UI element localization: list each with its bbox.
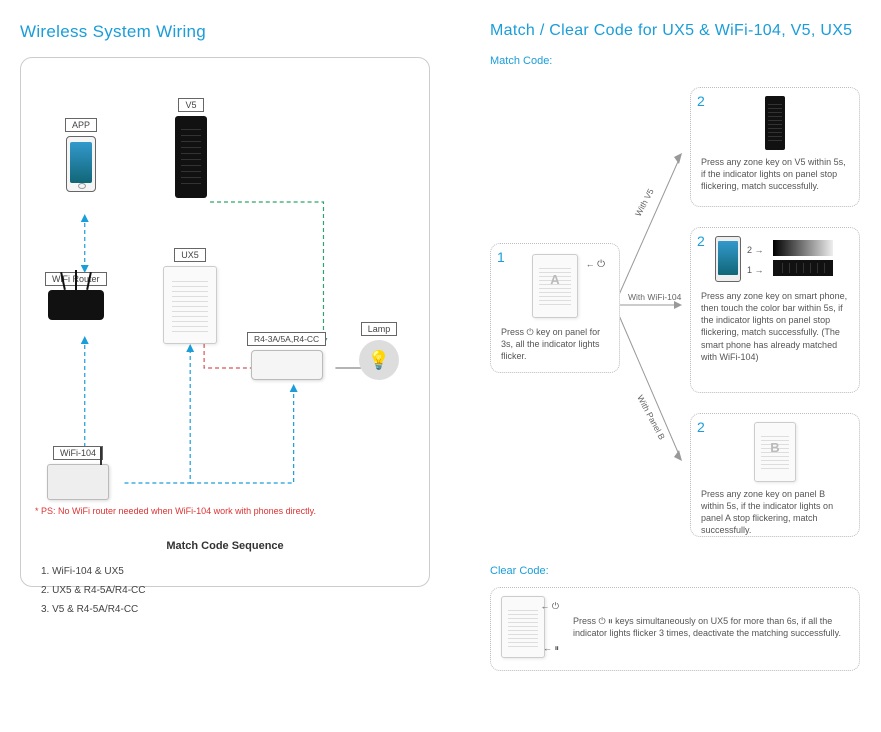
note-text: PS: No WiFi router needed when WiFi-104 …	[41, 506, 316, 516]
match-diagram: With V5 With WiFi-104 With Panel B 1 A ←…	[490, 67, 860, 547]
step1-text: Press ⏻ key on panel for 3s, all the ind…	[501, 326, 609, 362]
clear-box: ← ⏻ ← ⏸ Press ⏻ ⏸ keys simultaneously on…	[490, 587, 860, 671]
device-v5: V5	[175, 98, 207, 198]
left-title: Wireless System Wiring	[20, 22, 430, 42]
step2a-box: 2 Press any zone key on V5 within 5s, if…	[690, 87, 860, 207]
phone-mini-icon	[715, 236, 741, 282]
arrow-n2: 2 →	[747, 244, 764, 256]
seq-item: 2. UX5 & R4-5A/R4-CC	[41, 581, 415, 600]
branch-panelb-label: With Panel B	[635, 393, 667, 441]
label-receiver: R4-3A/5A,R4-CC	[247, 332, 326, 346]
sequence-list: 1. WiFi-104 & UX5 2. UX5 & R4-5A/R4-CC 3…	[35, 562, 415, 619]
step2b-num: 2	[697, 232, 705, 251]
wiring-note: * PS: No WiFi router needed when WiFi-10…	[35, 506, 415, 516]
note-asterisk: *	[35, 506, 39, 516]
match-code-label: Match Code:	[490, 55, 860, 67]
clear-text: Press ⏻ ⏸ keys simultaneously on UX5 for…	[573, 615, 849, 639]
clear-panel-icon	[501, 596, 545, 658]
device-ux5: UX5	[163, 248, 217, 344]
clear-code-section: Clear Code: ← ⏻ ← ⏸ Press ⏻ ⏸ keys simul…	[490, 565, 860, 671]
arrow-n1: 1 →	[747, 264, 764, 276]
zone-strip-icon	[773, 260, 833, 276]
power-indicator: ← ⏻	[586, 258, 605, 272]
panel-b-icon: B	[754, 422, 796, 482]
v5-mini-icon	[765, 96, 785, 150]
step2c-box: 2 B Press any zone key on panel B within…	[690, 413, 860, 537]
receiver-icon	[251, 350, 323, 380]
panel-a-icon: A	[532, 254, 578, 318]
label-wifi104: WiFi-104	[53, 446, 103, 460]
device-router: WiFi Router	[45, 272, 107, 320]
step2a-text: Press any zone key on V5 within 5s, if t…	[701, 156, 849, 192]
right-title: Match / Clear Code for UX5 & WiFi-104, V…	[490, 22, 860, 40]
step2c-text: Press any zone key on panel B within 5s,…	[701, 488, 849, 537]
step2b-text: Press any zone key on smart phone, then …	[701, 290, 849, 363]
step1-box: 1 A ← ⏻ Press ⏻ key on panel for 3s, all…	[490, 243, 620, 373]
label-lamp: Lamp	[361, 322, 398, 336]
seq-item: 3. V5 & R4-5A/R4-CC	[41, 600, 415, 619]
device-app: APP	[65, 118, 97, 192]
ux5-panel-icon	[163, 266, 217, 344]
device-wifi104: WiFi-104	[47, 446, 109, 500]
panel-b-letter: B	[755, 439, 795, 457]
step2c-num: 2	[697, 418, 705, 437]
step2b-box: 2 2 → 1 → Press any zone key on smart ph…	[690, 227, 860, 393]
right-column: Match / Clear Code for UX5 & WiFi-104, V…	[490, 22, 860, 671]
v5-remote-icon	[175, 116, 207, 198]
panel-a-letter: A	[533, 271, 577, 289]
left-column: Wireless System Wiring	[20, 22, 430, 587]
label-app: APP	[65, 118, 97, 132]
device-receiver: R4-3A/5A,R4-CC	[247, 332, 326, 380]
seq-item: 1. WiFi-104 & UX5	[41, 562, 415, 581]
branch-wifi-label: With WiFi-104	[628, 292, 682, 302]
step2a-num: 2	[697, 92, 705, 111]
router-icon	[48, 290, 104, 320]
phone-icon	[66, 136, 96, 192]
lamp-icon: 💡	[359, 340, 399, 380]
branch-v5-label: With V5	[633, 187, 656, 218]
label-ux5: UX5	[174, 248, 206, 262]
wiring-panel: APP V5 WiFi Router UX5 R4-3A/5A,R4-CC	[20, 57, 430, 587]
color-bar-icon	[773, 240, 833, 256]
wifi104-icon	[47, 464, 109, 500]
label-v5: V5	[178, 98, 203, 112]
sequence-title: Match Code Sequence	[35, 540, 415, 552]
device-lamp: Lamp 💡	[359, 322, 399, 380]
clear-code-label: Clear Code:	[490, 565, 860, 577]
wiring-diagram: APP V5 WiFi Router UX5 R4-3A/5A,R4-CC	[35, 76, 415, 496]
